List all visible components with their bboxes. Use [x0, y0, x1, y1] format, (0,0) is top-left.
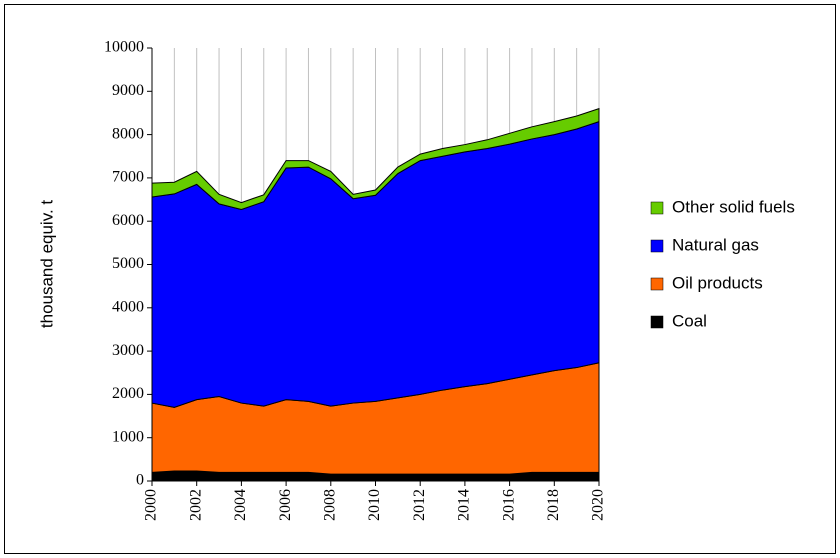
y-tick-label: 2000 [112, 385, 144, 402]
x-tick-label: 2008 [321, 489, 338, 521]
y-tick-label: 10000 [104, 39, 144, 56]
x-tick-label: 2016 [500, 489, 517, 521]
y-tick-label: 5000 [112, 255, 144, 272]
x-tick-label: 2002 [187, 489, 204, 521]
legend-label: Other solid fuels [672, 197, 795, 216]
y-tick-label: 9000 [112, 82, 144, 99]
legend-swatch [650, 239, 664, 253]
legend-swatch [650, 201, 664, 215]
y-tick-label: 0 [136, 472, 144, 489]
y-tick-label: 8000 [112, 125, 144, 142]
y-tick-label: 6000 [112, 212, 144, 229]
x-tick-label: 2018 [545, 489, 562, 521]
x-tick-label: 2012 [411, 489, 428, 521]
x-tick-label: 2000 [143, 489, 160, 521]
legend-swatch [650, 277, 664, 291]
x-tick-label: 2020 [590, 489, 607, 521]
y-tick-label: 3000 [112, 342, 144, 359]
y-tick-label: 7000 [112, 169, 144, 186]
y-tick-label: 1000 [112, 428, 144, 445]
legend-label: Natural gas [672, 235, 759, 254]
x-tick-label: 2010 [366, 489, 383, 521]
x-tick-label: 2014 [456, 489, 473, 521]
y-tick-label: 4000 [112, 298, 144, 315]
x-tick-label: 2004 [232, 489, 249, 521]
legend-swatch [650, 315, 664, 329]
legend-label: Coal [672, 311, 707, 330]
legend-label: Oil products [672, 273, 763, 292]
x-tick-label: 2006 [277, 489, 294, 521]
area [151, 107, 600, 211]
y-axis-label: thousand equiv. t [37, 200, 56, 328]
